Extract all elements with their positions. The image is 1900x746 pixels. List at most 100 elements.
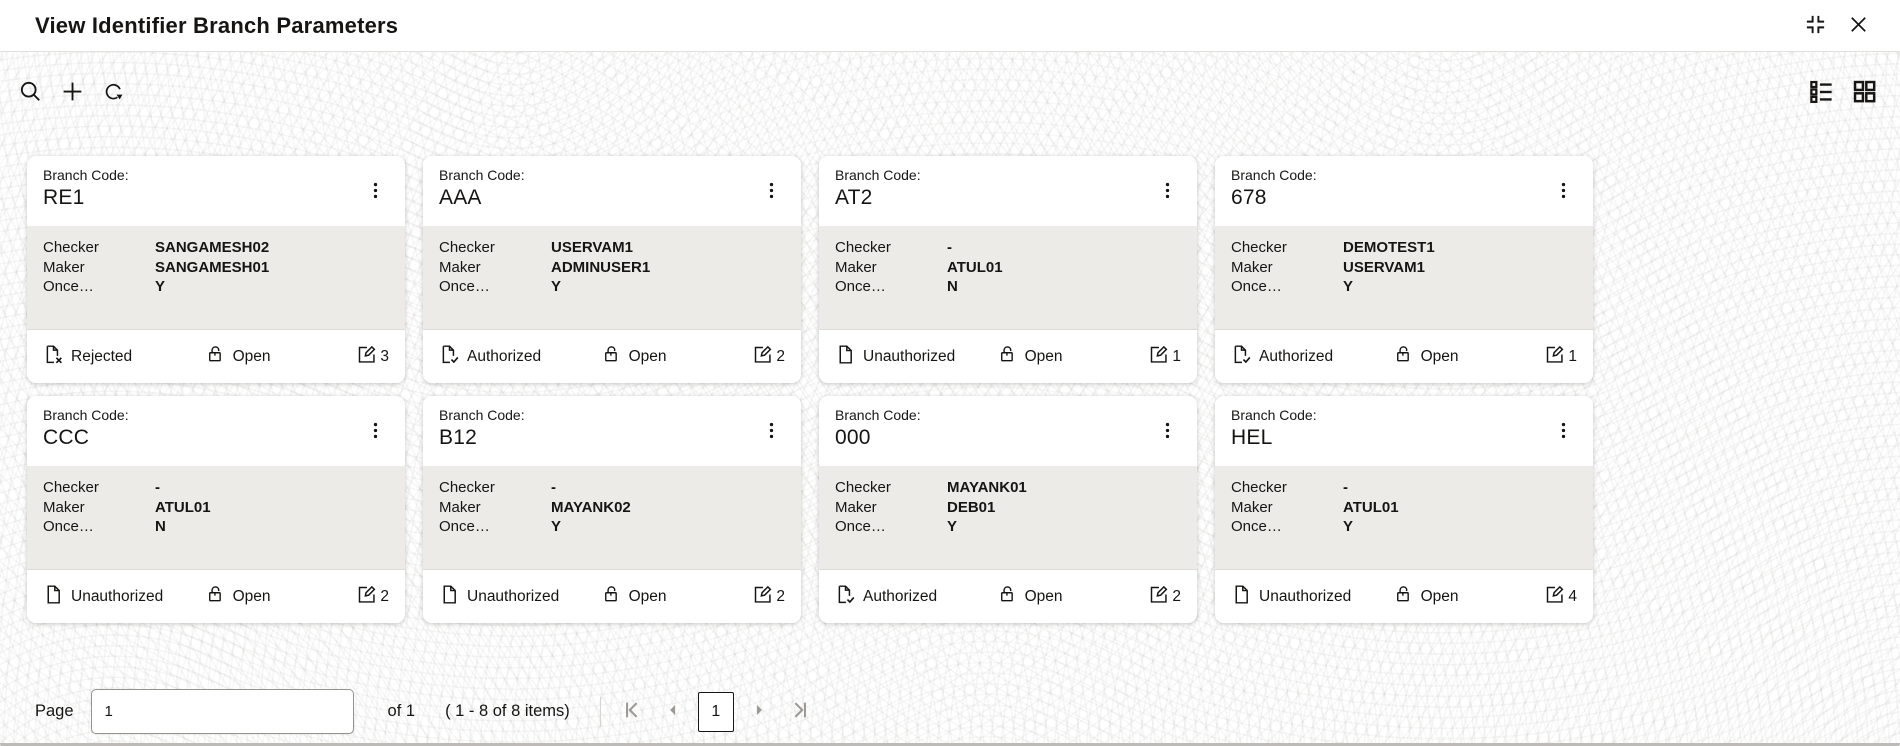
auth-status-badge: Unauthorized (43, 584, 206, 610)
search-button[interactable] (16, 77, 45, 109)
close-button[interactable] (1845, 11, 1872, 41)
auth-status-badge: Unauthorized (835, 344, 998, 370)
field-row: Checker SANGAMESH02 (43, 238, 389, 258)
auth-status-text: Unauthorized (863, 347, 956, 365)
card-title-block: Branch Code: B12 (439, 407, 525, 466)
card-menu-button[interactable] (360, 175, 391, 209)
kebab-icon (1158, 188, 1177, 203)
branch-code-value: RE1 (43, 186, 85, 209)
branch-card[interactable]: Branch Code: AAA Checker USERVAM1 Maker AD… (423, 156, 801, 383)
page-label: Page (35, 702, 74, 720)
record-status-badge: Open (206, 584, 310, 609)
branch-card[interactable]: Branch Code: HEL Checker - Maker ATUL01 On… (1215, 396, 1593, 623)
card-menu-button[interactable] (1152, 175, 1183, 209)
grid-view-button[interactable] (1849, 76, 1880, 110)
card-title-block: Branch Code: CCC (43, 407, 129, 466)
edit-icon (1544, 344, 1565, 370)
branch-card[interactable]: Branch Code: B12 Checker - Maker MAYANK02 … (423, 396, 801, 623)
field-label: Maker (1231, 258, 1273, 276)
page-title: View Identifier Branch Parameters (35, 12, 399, 38)
card-title-block: Branch Code: AAA (439, 167, 525, 226)
field-row: Checker - (439, 478, 785, 498)
refresh-button[interactable] (100, 78, 127, 108)
branch-card[interactable]: Branch Code: AT2 Checker - Maker ATUL01 On… (819, 156, 1197, 383)
first-page-icon (622, 699, 644, 724)
card-menu-button[interactable] (756, 175, 787, 209)
branch-code-value: HEL (1231, 426, 1273, 449)
page-input[interactable] (90, 689, 354, 734)
auth-status-badge: Unauthorized (1231, 584, 1394, 610)
field-row: Once… Y (43, 277, 389, 297)
branch-card[interactable]: Branch Code: 678 Checker DEMOTEST1 Maker U… (1215, 156, 1593, 383)
branch-code-value: AAA (439, 186, 482, 209)
last-page-icon (788, 699, 810, 724)
card-menu-button[interactable] (360, 415, 391, 449)
field-label: Once… (43, 518, 94, 535)
field-label: Checker (1231, 479, 1287, 496)
card-footer: Unauthorized Open 4 (1215, 569, 1593, 623)
refresh-icon (102, 80, 125, 106)
add-button[interactable] (58, 77, 87, 109)
branch-code-label: Branch Code: (43, 167, 129, 183)
branch-card[interactable]: Branch Code: 000 Checker MAYANK01 Maker DE… (819, 396, 1197, 623)
record-status-text: Open (1420, 587, 1459, 605)
field-value: ADMINUSER1 (551, 258, 651, 276)
field-row: Once… Y (439, 277, 785, 297)
card-grid: Branch Code: RE1 Checker SANGAMESH02 Make… (27, 156, 1593, 623)
record-status-badge: Open (602, 584, 706, 609)
expand-button[interactable] (1802, 11, 1829, 41)
modification-count-text: 3 (380, 347, 389, 365)
record-status-text: Open (232, 347, 271, 365)
unlock-icon (602, 344, 622, 369)
field-row: Maker USERVAM1 (1231, 258, 1577, 278)
card-footer: Authorized Open 2 (819, 569, 1197, 623)
window-header: View Identifier Branch Parameters (0, 0, 1900, 52)
unlock-icon (1394, 344, 1414, 369)
next-page-button[interactable] (739, 692, 779, 732)
last-page-button[interactable] (779, 692, 819, 732)
card-menu-button[interactable] (1548, 415, 1579, 449)
field-row: Maker ATUL01 (835, 258, 1181, 278)
card-menu-button[interactable] (756, 415, 787, 449)
branch-code-value: 678 (1231, 186, 1267, 209)
branch-code-label: Branch Code: (439, 167, 525, 183)
field-value: Y (1343, 518, 1354, 535)
branch-card[interactable]: Branch Code: CCC Checker - Maker ATUL01 On… (27, 396, 405, 623)
auth-status-badge: Authorized (835, 584, 998, 610)
list-view-button[interactable] (1806, 76, 1837, 110)
card-menu-button[interactable] (1548, 175, 1579, 209)
field-value: USERVAM1 (551, 239, 633, 256)
card-menu-button[interactable] (1152, 415, 1183, 449)
current-page-button[interactable]: 1 (697, 691, 734, 732)
first-page-button[interactable] (613, 692, 653, 732)
card-body: Checker - Maker ATUL01 Once… N (819, 226, 1197, 329)
unlock-icon (998, 344, 1018, 369)
field-label: Once… (1231, 278, 1282, 295)
kebab-icon (1158, 428, 1177, 443)
branch-code-label: Branch Code: (835, 167, 921, 183)
branch-card[interactable]: Branch Code: RE1 Checker SANGAMESH02 Make… (27, 156, 405, 383)
field-row: Once… Y (835, 517, 1181, 537)
card-body: Checker - Maker ATUL01 Once… Y (1215, 466, 1593, 569)
field-label: Checker (43, 479, 99, 496)
card-footer: Unauthorized Open 2 (27, 569, 405, 623)
auth-status-badge: Rejected (43, 344, 206, 370)
card-header: Branch Code: CCC (27, 396, 405, 466)
field-value: ATUL01 (1343, 498, 1399, 516)
card-header: Branch Code: 678 (1215, 156, 1593, 226)
record-status-text: Open (1024, 347, 1063, 365)
card-body: Checker MAYANK01 Maker DEB01 Once… Y (819, 466, 1197, 569)
modification-count-text: 2 (1172, 587, 1181, 605)
modification-count-badge: 1 (1544, 344, 1577, 370)
auth-status-badge: Authorized (439, 344, 602, 370)
document-check-icon (835, 584, 856, 610)
auth-status-text: Authorized (467, 347, 542, 365)
field-row: Once… Y (439, 517, 785, 537)
record-status-badge: Open (998, 344, 1102, 369)
field-value: Y (551, 278, 562, 295)
record-status-text: Open (628, 587, 667, 605)
card-title-block: Branch Code: 678 (1231, 167, 1317, 226)
branch-code-label: Branch Code: (1231, 167, 1317, 183)
previous-page-button[interactable] (653, 692, 693, 732)
unlock-icon (1394, 584, 1414, 609)
